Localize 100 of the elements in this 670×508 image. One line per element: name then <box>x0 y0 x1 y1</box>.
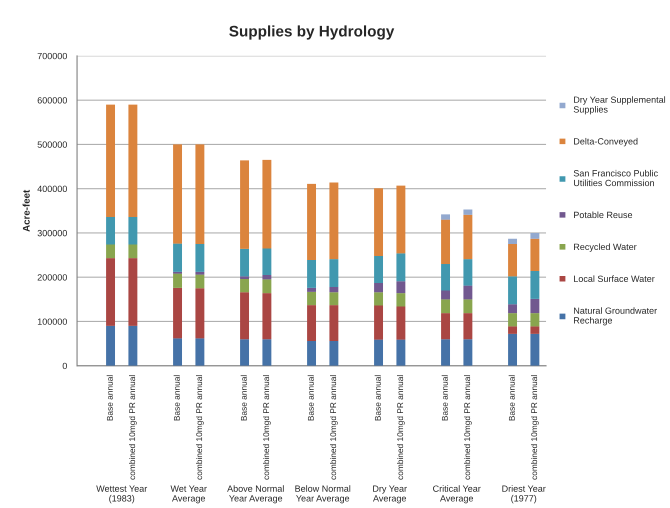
y-tick-label: 600000 <box>38 97 67 104</box>
legend-label: Delta-Conveyed <box>574 138 638 146</box>
x-tick-label: Base annual <box>374 375 381 420</box>
bar <box>128 326 138 366</box>
y-tick-label: 500000 <box>38 141 67 148</box>
bar <box>329 286 338 292</box>
bar <box>530 298 540 314</box>
bar <box>463 259 472 286</box>
y-tick-label: 200000 <box>38 274 67 281</box>
bar <box>329 292 338 306</box>
x-tick-label: combined 10mgd PR annual <box>397 375 405 480</box>
x-tick-label: combined 10mgd PR annual <box>129 375 137 480</box>
bar <box>106 104 116 218</box>
bar <box>262 339 272 366</box>
bar <box>396 306 406 340</box>
x-tick-label: combined 10mgd PR annual <box>196 375 204 480</box>
bar <box>396 253 406 282</box>
bar <box>173 244 182 272</box>
bar <box>173 338 182 366</box>
y-tick-label: 300000 <box>38 230 67 236</box>
bar <box>508 304 518 314</box>
bar <box>240 248 250 276</box>
y-tick-label: 0 <box>62 362 67 370</box>
y-tick-label: 100000 <box>38 318 67 325</box>
legend-label: San Francisco Public Utilities Commission <box>574 170 658 186</box>
bar <box>508 326 518 334</box>
bar <box>374 340 384 366</box>
y-tick-label: 700000 <box>38 52 67 60</box>
bar <box>195 144 204 244</box>
bar <box>396 293 406 306</box>
bar <box>128 258 138 326</box>
bar <box>173 288 182 338</box>
bar <box>106 326 116 366</box>
bar <box>463 313 472 340</box>
bar <box>329 305 338 341</box>
x-tick-label: Base annual <box>106 375 113 420</box>
bar <box>128 217 138 244</box>
legend-label: Natural Groundwater Recharge <box>574 307 657 326</box>
bar <box>195 338 204 366</box>
bar <box>262 248 272 276</box>
x-tick-label: combined 10mgd PR annual <box>464 375 472 480</box>
text: Wettest Year (1983) <box>96 486 148 504</box>
bar <box>441 339 450 366</box>
legend-label: Local Surface Water <box>574 275 655 282</box>
bar <box>106 244 116 258</box>
legend-label: Dry Year Supplemental Supplies <box>574 96 666 114</box>
bar <box>106 217 116 244</box>
bar <box>128 104 138 218</box>
bar <box>195 244 204 272</box>
x-tick-label: Base annual <box>174 375 180 420</box>
bar <box>173 144 182 244</box>
bar <box>262 293 272 340</box>
y-tick-label: 400000 <box>37 186 67 192</box>
text: Critical Year Average <box>433 485 481 504</box>
x-tick-label: Base annual <box>308 375 314 420</box>
x-tick-label: combined 10mgd PR annual <box>531 375 539 480</box>
bar <box>307 184 316 260</box>
text: Above Normal Year Average <box>227 485 284 504</box>
bar <box>530 271 540 299</box>
bar <box>463 339 472 366</box>
bar <box>396 340 406 366</box>
bar <box>530 232 540 239</box>
bar <box>441 220 450 264</box>
text: Wet Year Average <box>170 486 207 504</box>
bar <box>441 299 450 314</box>
bar <box>508 334 518 366</box>
bar <box>195 272 204 275</box>
bar <box>128 244 138 258</box>
bar <box>463 299 472 314</box>
bar <box>374 306 384 340</box>
bar <box>173 274 182 288</box>
bar <box>530 313 540 326</box>
bar <box>307 260 316 288</box>
bar <box>307 288 316 292</box>
bar <box>329 182 338 260</box>
bar <box>329 259 338 287</box>
text: Dry Year Average <box>373 486 407 504</box>
bar <box>262 279 272 294</box>
bar <box>240 276 250 279</box>
bar <box>329 340 338 366</box>
bar <box>195 288 204 338</box>
bar <box>240 339 250 366</box>
bar <box>374 188 384 256</box>
chart-title: Supplies by Hydrology <box>229 25 394 40</box>
bar <box>463 286 472 300</box>
bar <box>441 290 450 300</box>
y-axis-title: Acre-feet <box>22 190 30 232</box>
bar <box>396 186 406 254</box>
bar <box>508 238 518 244</box>
bar <box>374 292 384 306</box>
bar <box>195 274 204 288</box>
bar <box>307 305 316 341</box>
bar <box>463 209 472 215</box>
bar <box>240 278 250 292</box>
bar <box>240 292 250 340</box>
bar <box>374 282 384 292</box>
x-tick-label: Base annual <box>442 375 448 420</box>
x-tick-label: Base annual <box>508 375 515 420</box>
bar <box>396 281 406 294</box>
bar <box>530 238 540 272</box>
